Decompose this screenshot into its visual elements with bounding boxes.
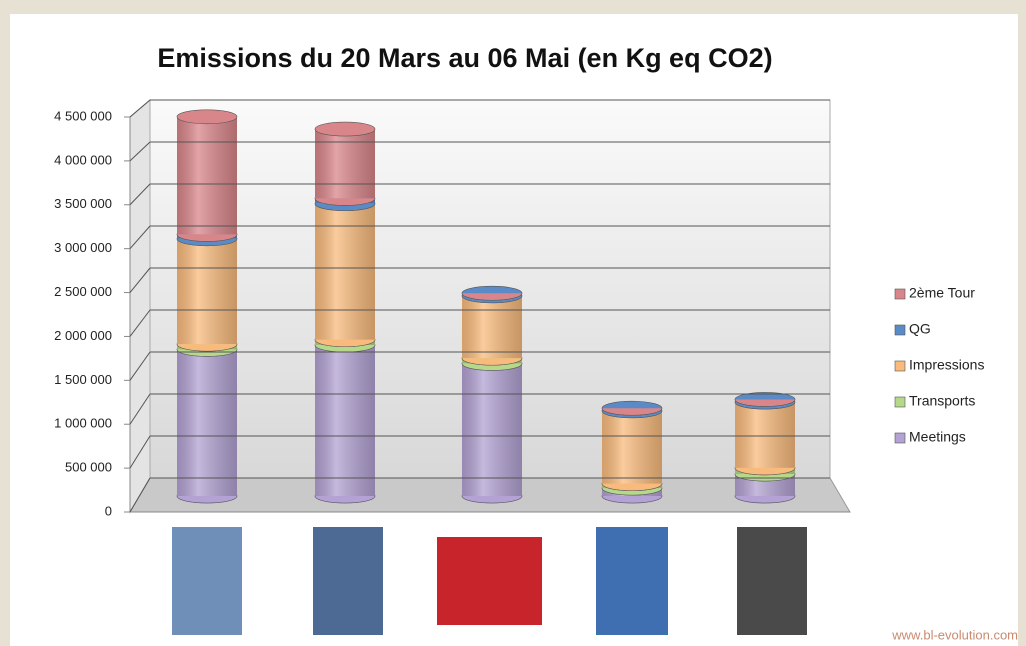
y-tick-label: 1 500 000 xyxy=(54,372,112,387)
poster xyxy=(596,527,668,635)
bar-segment xyxy=(177,232,237,351)
cylinder-shade xyxy=(177,239,237,344)
poster xyxy=(437,537,542,625)
legend-swatch xyxy=(895,289,905,299)
cylinder-shade xyxy=(462,363,522,496)
legend-swatch xyxy=(895,325,905,335)
legend-swatch xyxy=(895,361,905,371)
cylinder-shade xyxy=(315,204,375,340)
y-tick-label: 3 500 000 xyxy=(54,196,112,211)
bar-segment xyxy=(177,110,237,242)
legend-swatch xyxy=(895,397,905,407)
bar-segment xyxy=(177,342,237,503)
legend-swatch xyxy=(895,433,905,443)
bar-segment xyxy=(462,356,522,503)
chart: Emissions du 20 Mars au 06 Mai (en Kg eq… xyxy=(0,0,1026,646)
cylinder-shade xyxy=(177,349,237,496)
cylinder-shade xyxy=(735,402,795,468)
legend-label: QG xyxy=(909,321,931,337)
y-tick-label: 1 000 000 xyxy=(54,416,112,431)
bar-segment xyxy=(315,122,375,205)
watermark: www.bl-evolution.com xyxy=(891,627,1018,642)
poster xyxy=(172,527,242,635)
legend-label: Transports xyxy=(909,393,975,409)
y-tick-label: 3 000 000 xyxy=(54,240,112,255)
legend-label: Meetings xyxy=(909,429,966,445)
chart-title: Emissions du 20 Mars au 06 Mai (en Kg eq… xyxy=(157,43,772,73)
cylinder-shade xyxy=(462,296,522,358)
y-tick-label: 4 000 000 xyxy=(54,152,112,167)
y-tick-label: 4 500 000 xyxy=(54,108,112,123)
cylinder-shade xyxy=(602,411,662,484)
legend-label: 2ème Tour xyxy=(909,285,975,301)
y-tick-label: 2 000 000 xyxy=(54,328,112,343)
page: Emissions du 20 Mars au 06 Mai (en Kg eq… xyxy=(0,0,1026,646)
side-wall xyxy=(130,100,150,512)
cylinder-shade xyxy=(315,345,375,496)
cylinder-shade xyxy=(177,117,237,235)
y-tick-label: 0 xyxy=(105,503,112,518)
y-tick-label: 2 500 000 xyxy=(54,284,112,299)
cylinder-shade xyxy=(315,129,375,198)
cylinder-top xyxy=(315,122,375,136)
poster xyxy=(737,527,807,635)
y-tick-label: 500 000 xyxy=(65,460,112,475)
cylinder-top xyxy=(177,110,237,124)
poster xyxy=(313,527,383,635)
legend-label: Impressions xyxy=(909,357,984,373)
bar-segment xyxy=(315,197,375,347)
